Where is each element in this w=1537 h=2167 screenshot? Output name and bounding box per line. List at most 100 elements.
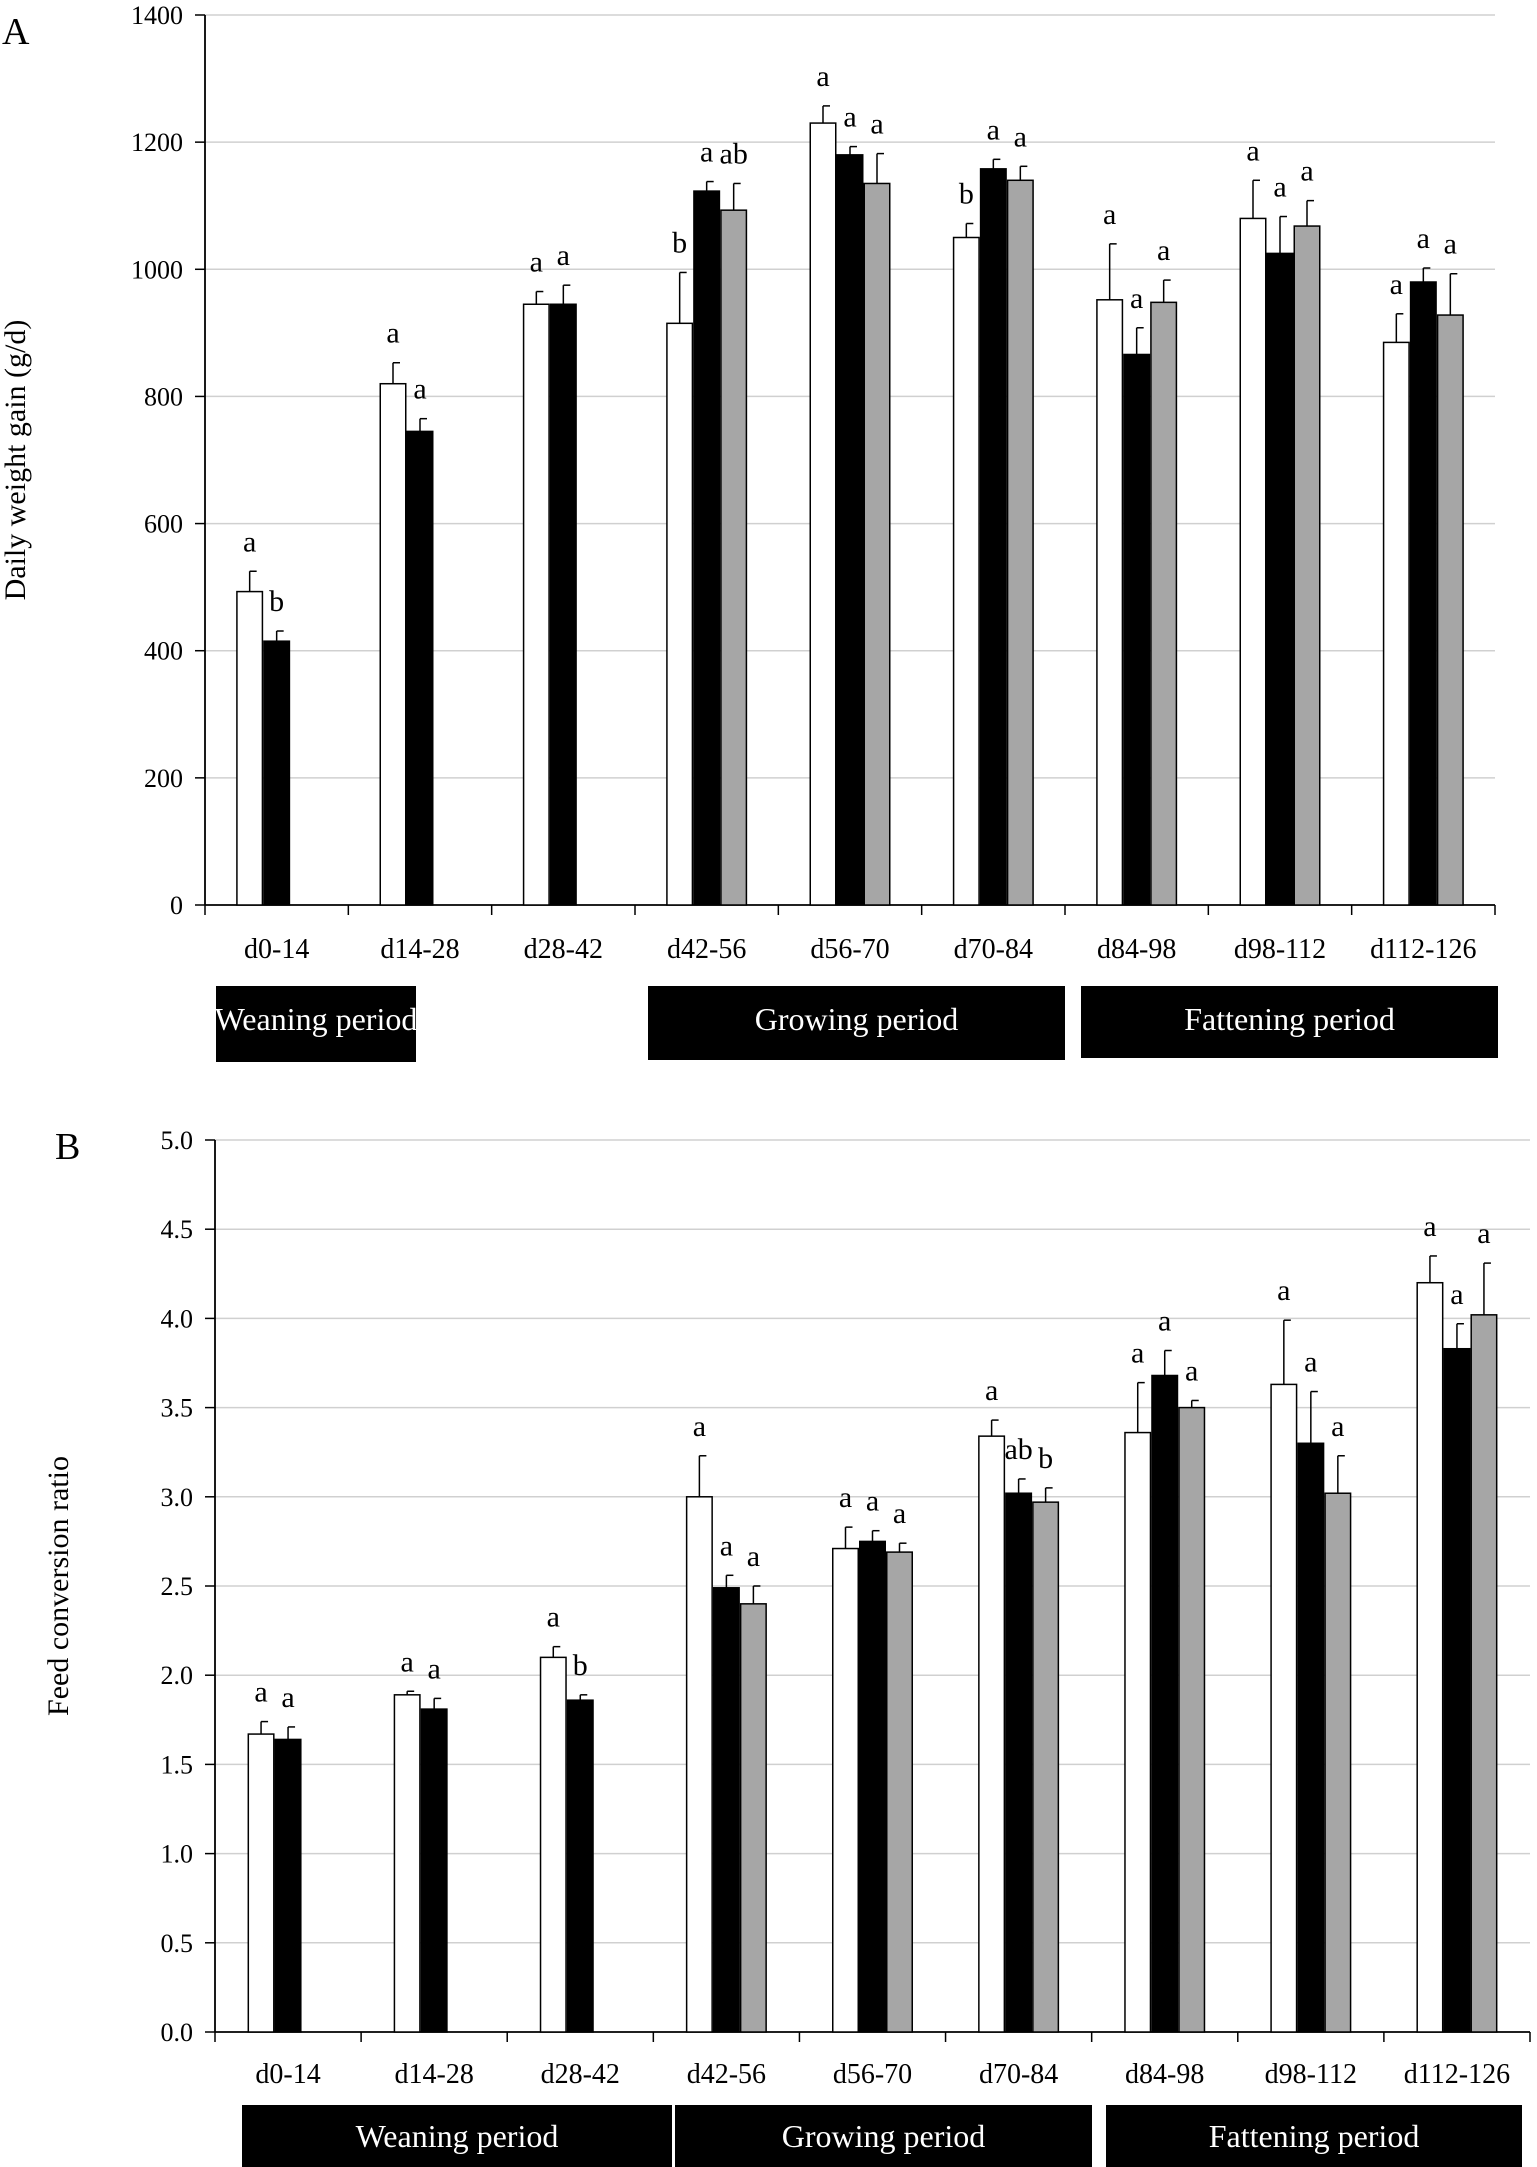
- x-tick-label: d112-126: [1404, 2059, 1510, 2090]
- bar-black: [549, 303, 577, 906]
- bar-gray: [1178, 1406, 1206, 2033]
- y-tick-label: 2.5: [161, 1572, 194, 1601]
- period-label: Fattening period: [1184, 1001, 1395, 1037]
- significance-letter: a: [816, 60, 829, 93]
- y-tick-label: 600: [144, 510, 183, 539]
- x-tick-label: d42-56: [667, 934, 746, 965]
- significance-letter: a: [1331, 1410, 1344, 1443]
- period-label: Growing period: [755, 1001, 959, 1037]
- bar-black: [1297, 1442, 1325, 2033]
- period-box: [1106, 2105, 1522, 2167]
- x-tick-label: d0-14: [255, 2059, 320, 2090]
- significance-letter: a: [1423, 1210, 1436, 1243]
- significance-letter: a: [1103, 198, 1116, 231]
- y-tick-label: 1200: [131, 128, 183, 157]
- bar-white: [1416, 1281, 1444, 2033]
- significance-letter: a: [987, 113, 1000, 146]
- bar-white: [666, 322, 694, 906]
- significance-letter: a: [870, 108, 883, 141]
- y-axis-label: Daily weight gain (g/d): [0, 320, 32, 601]
- bar-black: [836, 154, 864, 906]
- x-tick-label: d56-70: [833, 2059, 912, 2090]
- x-tick-label: d84-98: [1097, 934, 1176, 965]
- bar-white: [832, 1547, 859, 2033]
- y-tick-label: 2.0: [161, 1661, 194, 1690]
- bar-black: [406, 430, 434, 906]
- bar-gray: [1470, 1314, 1498, 2033]
- significance-letter: a: [893, 1497, 906, 1530]
- significance-letter: a: [720, 1529, 733, 1562]
- significance-letter: a: [1157, 234, 1170, 267]
- significance-letter: a: [401, 1645, 414, 1678]
- bar-white: [236, 590, 264, 906]
- period-label: Weaning period: [356, 2118, 559, 2154]
- period-label: Growing period: [782, 2118, 986, 2154]
- period-box: [242, 2105, 672, 2167]
- significance-letter: a: [866, 1485, 879, 1518]
- y-tick-label: 0: [170, 891, 183, 920]
- significance-letter: a: [693, 1410, 706, 1443]
- significance-letter: a: [747, 1540, 760, 1573]
- x-tick-label: d28-42: [524, 934, 603, 965]
- significance-letter: a: [985, 1374, 998, 1407]
- significance-letter: ab: [720, 137, 748, 170]
- bar-white: [685, 1496, 713, 2033]
- y-tick-label: 0.0: [161, 2018, 194, 2047]
- y-tick-label: 5.0: [161, 1126, 194, 1155]
- bar-white: [1239, 217, 1267, 906]
- x-tick-label: d70-84: [954, 934, 1033, 965]
- y-tick-label: 3.0: [161, 1483, 194, 1512]
- significance-letter: b: [573, 1649, 588, 1682]
- significance-letter: a: [1014, 120, 1027, 153]
- bar-white: [539, 1656, 567, 2033]
- significance-letter: a: [530, 246, 543, 279]
- bar-black: [979, 168, 1007, 906]
- significance-letter: a: [1131, 1337, 1144, 1370]
- significance-letter: a: [1304, 1346, 1317, 1379]
- bar-gray: [1032, 1501, 1060, 2033]
- y-tick-label: 4.0: [161, 1304, 194, 1333]
- significance-letter: a: [281, 1681, 294, 1714]
- significance-letter: a: [1158, 1305, 1171, 1338]
- period-label: Weaning period: [215, 1001, 418, 1037]
- bar-gray: [1150, 301, 1178, 906]
- y-tick-label: 1400: [131, 1, 183, 30]
- x-tick-label: d112-126: [1370, 934, 1476, 965]
- significance-letter: b: [672, 226, 687, 259]
- x-tick-label: d98-112: [1265, 2059, 1357, 2090]
- significance-letter: a: [1300, 155, 1313, 188]
- bar-gray: [1436, 314, 1464, 906]
- significance-letter: a: [700, 136, 713, 169]
- significance-letter: a: [1450, 1278, 1463, 1311]
- bar-white: [809, 122, 837, 906]
- y-tick-label: 800: [144, 382, 183, 411]
- significance-letter: a: [413, 373, 426, 406]
- bar-black: [1266, 252, 1294, 906]
- significance-letter: a: [1390, 268, 1403, 301]
- x-tick-label: d28-42: [541, 2059, 620, 2090]
- bar-white: [978, 1435, 1006, 2033]
- bar-black: [859, 1540, 886, 2033]
- bar-white: [1096, 299, 1124, 906]
- bar-black: [1151, 1374, 1179, 2033]
- y-tick-label: 3.5: [161, 1394, 194, 1423]
- x-tick-label: d14-28: [380, 934, 459, 965]
- period-label: Fattening period: [1209, 2118, 1420, 2154]
- significance-letter: a: [243, 525, 256, 558]
- bar-gray: [863, 182, 891, 906]
- bar-black: [1005, 1492, 1033, 2033]
- y-tick-label: 1.0: [161, 1840, 194, 1869]
- significance-letter: a: [1417, 222, 1430, 255]
- bar-white: [952, 236, 980, 906]
- bar-gray: [886, 1551, 913, 2033]
- significance-letter: a: [839, 1481, 852, 1514]
- x-tick-label: d56-70: [810, 934, 889, 965]
- x-tick-label: d70-84: [979, 2059, 1058, 2090]
- significance-letter: ab: [1004, 1433, 1032, 1466]
- significance-letter: a: [428, 1652, 441, 1685]
- x-tick-label: d0-14: [244, 934, 309, 965]
- y-tick-label: 0.5: [161, 1929, 194, 1958]
- bar-white: [522, 303, 550, 906]
- bar-black: [1123, 353, 1151, 906]
